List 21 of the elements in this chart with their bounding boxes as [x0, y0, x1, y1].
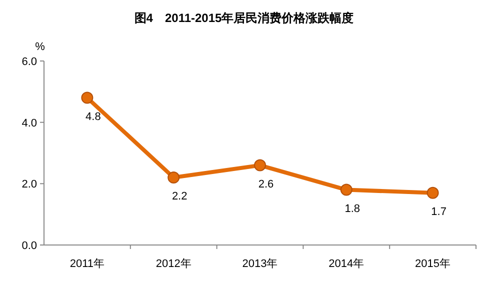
- point: [254, 159, 266, 172]
- x-tick-label: 2011年: [70, 258, 105, 270]
- x-tick-label: 2013年: [242, 258, 278, 270]
- point: [340, 184, 352, 196]
- y-tick-label: 2.0: [22, 178, 37, 191]
- point: [168, 172, 180, 184]
- point: [426, 186, 439, 199]
- y-tick-label: 6.0: [22, 56, 37, 68]
- x-tick-label: 2014年: [328, 258, 364, 270]
- data-label: 1.8: [344, 202, 360, 215]
- x-tick-label: 2012年: [156, 258, 192, 270]
- y-axis-title: %: [35, 41, 46, 53]
- y-tick-label: 0.0: [22, 240, 37, 252]
- data-label: 2.6: [258, 178, 274, 190]
- data-label: 1.7: [431, 206, 446, 218]
- chart-title: 图4 2011-2015年居民消费价格涨跌幅度: [134, 11, 354, 25]
- point: [81, 92, 94, 104]
- y-tick-label: 4.0: [22, 117, 37, 130]
- data-label: 2.2: [172, 190, 188, 203]
- x-tick-label: 2015年: [415, 258, 451, 270]
- data-label: 4.8: [86, 110, 101, 123]
